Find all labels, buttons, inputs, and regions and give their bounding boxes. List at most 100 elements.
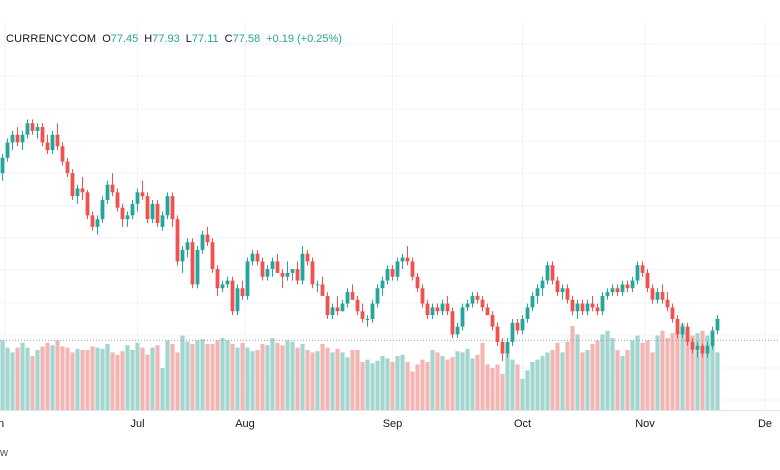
candle-body xyxy=(600,295,605,312)
candle-body xyxy=(180,249,185,262)
candle-body xyxy=(455,326,460,335)
volume-bar xyxy=(285,340,290,410)
volume-bar xyxy=(180,335,185,410)
x-tick-label: n xyxy=(0,418,4,430)
volume-bar xyxy=(235,347,240,410)
candle-body xyxy=(135,192,140,204)
candle-body xyxy=(295,269,300,281)
candle-body xyxy=(640,265,645,273)
candle-body xyxy=(125,215,130,220)
volume-bar xyxy=(590,344,595,410)
volume-bar xyxy=(645,340,650,410)
change-value: +0.19 (+0.25%) xyxy=(266,33,342,45)
candle-body xyxy=(160,215,165,227)
volume-bar xyxy=(230,344,235,410)
candle-body xyxy=(235,288,240,312)
candle-body xyxy=(420,288,425,304)
candle-body xyxy=(440,303,445,312)
volume-bar xyxy=(165,340,170,410)
plot-background xyxy=(0,22,780,410)
volume-bar xyxy=(490,368,495,410)
volume-bar xyxy=(575,334,580,410)
candle-body xyxy=(145,196,150,220)
volume-bar xyxy=(25,347,30,410)
ohlc-legend: CURRENCYCOM O77.45 H77.93 L77.11 C77.58 +0.19… xyxy=(6,33,348,45)
volume-bar xyxy=(400,354,405,410)
volume-bar xyxy=(200,339,205,410)
candle-body xyxy=(345,292,350,304)
candle-body xyxy=(575,303,580,312)
candle-body xyxy=(120,207,125,220)
volume-bar xyxy=(255,350,260,410)
volume-bar xyxy=(375,360,380,410)
candle-body xyxy=(195,249,200,285)
candle-body xyxy=(540,280,545,289)
volume-bar xyxy=(60,346,65,410)
volume-bar xyxy=(615,350,620,410)
candle-body xyxy=(40,127,45,143)
candle-body xyxy=(565,288,570,300)
volume-bar xyxy=(450,357,455,410)
volume-bar xyxy=(365,359,370,410)
candle-body xyxy=(715,318,720,331)
volume-bar xyxy=(85,350,90,410)
candle-body xyxy=(380,280,385,289)
candle-body xyxy=(500,341,505,354)
volume-bar xyxy=(15,347,20,410)
volume-bar xyxy=(670,333,675,410)
volume-bar xyxy=(455,351,460,410)
volume-bar xyxy=(345,357,350,410)
high-label: H xyxy=(144,33,153,45)
candle-body xyxy=(55,134,60,147)
volume-bar xyxy=(105,344,110,410)
volume-bar xyxy=(385,358,390,410)
volume-bar xyxy=(210,344,215,410)
volume-bar xyxy=(620,356,625,410)
candle-body xyxy=(65,161,70,174)
volume-bar xyxy=(30,356,35,410)
candle-body xyxy=(605,292,610,296)
candle-body xyxy=(205,234,210,243)
candle-body xyxy=(495,326,500,342)
candle-body xyxy=(580,303,585,312)
volume-bar xyxy=(45,342,50,410)
open-value: 77.45 xyxy=(110,33,139,45)
candle-body xyxy=(415,276,420,289)
candle-body xyxy=(115,192,120,208)
candle-body xyxy=(430,307,435,316)
candle-body xyxy=(60,146,65,162)
candle-body xyxy=(260,261,265,277)
volume-bar xyxy=(580,352,585,410)
candle-body xyxy=(660,292,665,300)
volume-bar xyxy=(485,364,490,410)
volume-bar xyxy=(475,354,480,410)
volume-bar xyxy=(435,352,440,410)
candle-body xyxy=(545,265,550,281)
volume-bar xyxy=(415,364,420,410)
volume-bar xyxy=(710,342,715,410)
volume-bar xyxy=(675,330,680,410)
candle-body xyxy=(680,326,685,335)
volume-bar xyxy=(90,346,95,410)
volume-bar xyxy=(640,342,645,410)
volume-bar xyxy=(50,345,55,410)
candle-body xyxy=(50,134,55,151)
candle-body xyxy=(350,292,355,300)
volume-bar xyxy=(160,368,165,410)
grid xyxy=(0,22,780,410)
candle-body xyxy=(515,322,520,331)
candle-body xyxy=(245,261,250,296)
candle-body xyxy=(475,295,480,300)
volume-bar xyxy=(5,347,10,410)
candle-body xyxy=(685,326,690,342)
candle-body xyxy=(250,253,255,262)
candle-body xyxy=(460,307,465,327)
volume-bar xyxy=(535,359,540,410)
candle-body xyxy=(590,303,595,308)
candle-body xyxy=(445,303,450,312)
volume-bar xyxy=(460,352,465,410)
x-tick-label: Nov xyxy=(635,418,655,430)
volume-bar xyxy=(55,340,60,410)
